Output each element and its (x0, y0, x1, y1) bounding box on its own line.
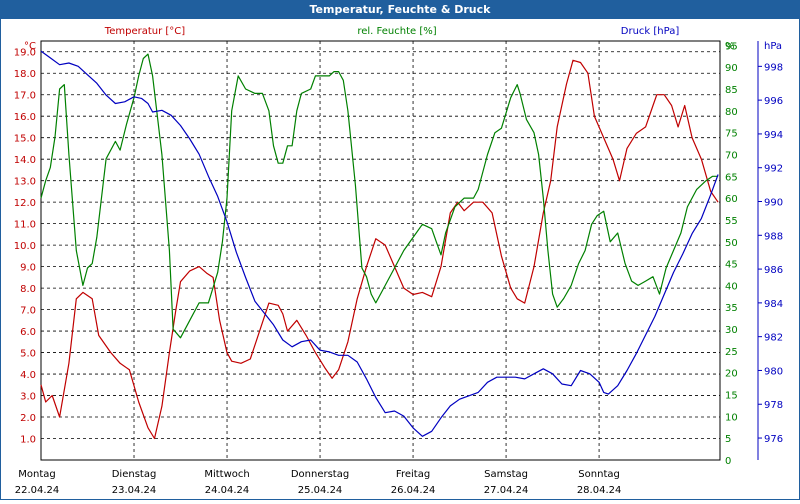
pressure-axis-title: Druck [hPa] (621, 26, 680, 37)
x-tick-day-name: Samstag (484, 469, 528, 480)
grid (41, 41, 720, 460)
pressure-tick-label: 998 (764, 62, 783, 73)
temperature-axis-title: Temperatur [°C] (104, 26, 185, 37)
humidity-axis-title: rel. Feuchte [%] (357, 26, 436, 37)
pressure-tick-label: 992 (764, 164, 783, 175)
x-tick-day-name: Dienstag (112, 469, 157, 480)
temperature-tick-label: 4.0 (20, 370, 36, 381)
humidity-tick-label: 35 (725, 303, 738, 314)
series-line-pressure (40, 50, 719, 437)
temperature-tick-label: 2.0 (20, 413, 36, 424)
temperature-tick-label: 11.0 (14, 220, 36, 231)
humidity-tick-label: 80 (725, 107, 738, 118)
humidity-tick-label: 90 (725, 63, 738, 74)
x-tick-day-name: Freitag (396, 469, 430, 480)
humidity-tick-label: 55 (725, 216, 738, 227)
axis-labels: °C 1.0 2.0 3.0 4.0 5.0 6.0 7.0 8.0 9.0 10.0 11.0 12.… (14, 26, 783, 496)
chart-svg: °C 1.0 2.0 3.0 4.0 5.0 6.0 7.0 8.0 9.0 10.0 11.0 12.… (14, 26, 783, 496)
temperature-tick-label: 15.0 (14, 134, 36, 145)
temperature-tick-label: 13.0 (14, 177, 36, 188)
pressure-tick-label: 994 (764, 130, 783, 141)
temperature-tick-label: 7.0 (20, 306, 36, 317)
humidity-tick-label: 5 (725, 434, 731, 445)
humidity-tick-label: 20 (725, 369, 738, 380)
humidity-tick-label: 45 (725, 260, 738, 271)
x-tick-day-name: Donnerstag (291, 469, 349, 480)
x-tick-date: 25.04.24 (298, 485, 343, 496)
pressure-unit-label: hPa (764, 41, 782, 52)
humidity-tick-label: 0 (725, 456, 731, 467)
temperature-tick-label: 14.0 (14, 155, 36, 166)
humidity-tick-label: 25 (725, 347, 738, 358)
x-tick-day-name: Sonntag (578, 469, 620, 480)
temperature-tick-label: 8.0 (20, 284, 36, 295)
series-line-humidity (40, 53, 719, 339)
temperature-tick-label: 10.0 (14, 241, 36, 252)
humidity-tick-label: 50 (725, 238, 738, 249)
pressure-tick-label: 980 (764, 366, 783, 377)
x-tick-date: 26.04.24 (391, 485, 436, 496)
x-tick-date: 28.04.24 (577, 485, 622, 496)
x-tick-date: 23.04.24 (112, 485, 157, 496)
humidity-tick-label: 40 (725, 281, 738, 292)
pressure-tick-label: 976 (764, 434, 783, 445)
temperature-tick-label: 6.0 (20, 327, 36, 338)
chart-area: °C 1.0 2.0 3.0 4.0 5.0 6.0 7.0 8.0 9.0 10.0 11.0 12.… (0, 19, 800, 500)
pressure-tick-label: 986 (764, 265, 783, 276)
humidity-tick-label: 15 (725, 391, 738, 402)
humidity-tick-label: 95 (725, 41, 738, 52)
x-tick-date: 24.04.24 (205, 485, 250, 496)
series (40, 50, 719, 440)
humidity-tick-label: 65 (725, 172, 738, 183)
pressure-tick-label: 996 (764, 96, 783, 107)
pressure-tick-label: 978 (764, 400, 783, 411)
x-tick-day-name: Montag (18, 469, 55, 480)
temperature-tick-label: 5.0 (20, 349, 36, 360)
temperature-unit-label: °C (24, 41, 36, 52)
temperature-tick-label: 9.0 (20, 263, 36, 274)
pressure-tick-label: 984 (764, 299, 783, 310)
temperature-tick-label: 19.0 (14, 48, 36, 59)
x-tick-date: 27.04.24 (484, 485, 529, 496)
pressure-tick-label: 982 (764, 333, 783, 344)
humidity-tick-label: 70 (725, 150, 738, 161)
humidity-tick-label: 85 (725, 85, 738, 96)
axes (40, 40, 762, 461)
temperature-tick-label: 3.0 (20, 392, 36, 403)
series-line-temperature (40, 59, 719, 440)
chart-title: Temperatur, Feuchte & Druck (0, 0, 800, 19)
humidity-tick-label: 60 (725, 194, 738, 205)
humidity-tick-label: 30 (725, 325, 738, 336)
temperature-tick-label: 18.0 (14, 69, 36, 80)
humidity-unit-label: % (725, 41, 735, 52)
pressure-tick-label: 990 (764, 198, 783, 209)
x-tick-day-name: Mittwoch (204, 469, 249, 480)
humidity-tick-label: 10 (725, 412, 738, 423)
humidity-tick-label: 75 (725, 129, 738, 140)
temperature-tick-label: 17.0 (14, 91, 36, 102)
pressure-tick-label: 988 (764, 231, 783, 242)
temperature-tick-label: 12.0 (14, 198, 36, 209)
plot-frame (40, 40, 721, 461)
temperature-tick-label: 16.0 (14, 112, 36, 123)
temperature-tick-label: 1.0 (20, 435, 36, 446)
x-tick-date: 22.04.24 (15, 485, 60, 496)
